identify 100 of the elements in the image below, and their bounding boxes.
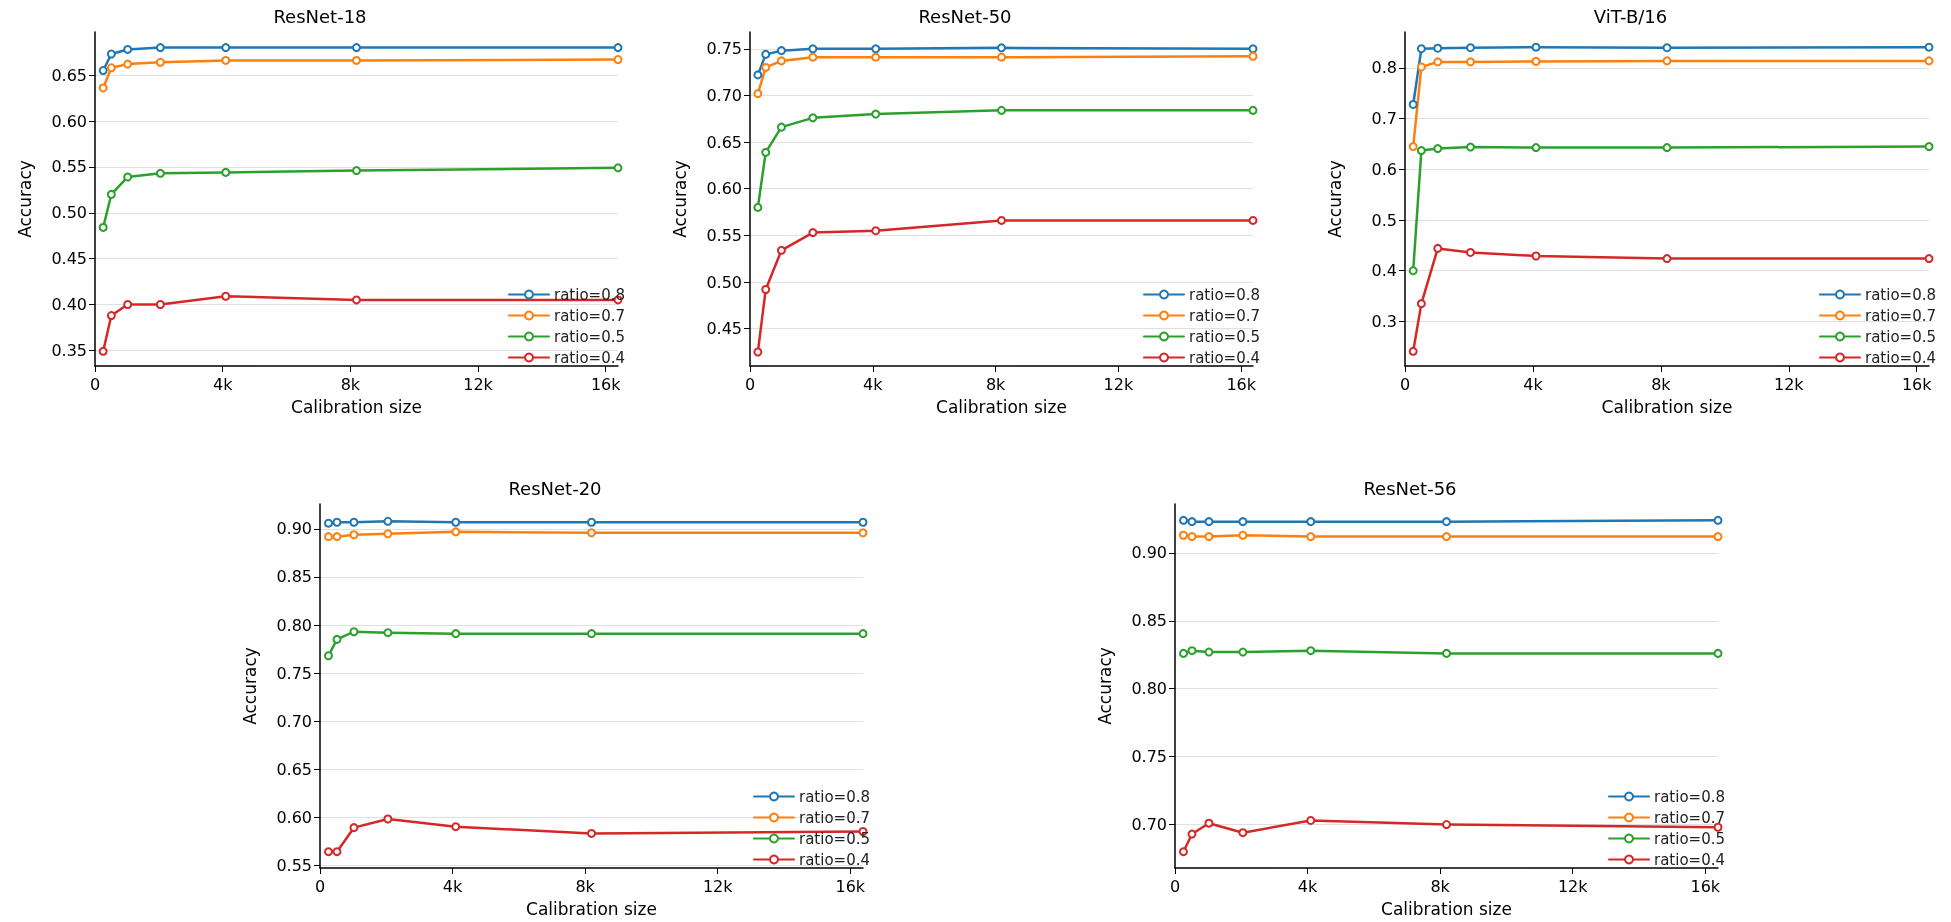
point	[1248, 51, 1258, 61]
y-axis-title: Accuracy	[1324, 160, 1345, 238]
point	[352, 43, 361, 53]
point	[332, 634, 342, 644]
point	[858, 629, 868, 639]
legend-label: ratio=0.4	[1864, 348, 1937, 367]
point	[1924, 254, 1934, 264]
point	[1416, 299, 1426, 309]
point	[123, 59, 133, 69]
point	[753, 347, 763, 357]
x-tick-label: 4k	[1523, 374, 1544, 394]
legend-label: ratio=0.5	[1188, 327, 1261, 346]
point	[587, 528, 596, 538]
y-tick-label: 0.3	[1371, 311, 1397, 331]
legend-label: ratio=0.5	[553, 327, 626, 346]
point	[1416, 146, 1426, 156]
y-tick-label: 0.75	[706, 39, 742, 59]
point	[753, 89, 763, 99]
point	[155, 168, 165, 178]
y-tick-label: 0.70	[276, 711, 312, 731]
x-axis-title: Calibration size	[1601, 396, 1733, 417]
point	[997, 215, 1006, 225]
x-tick-label: 12k	[1773, 374, 1805, 394]
chart-title: ResNet-18	[273, 5, 367, 27]
point	[1408, 142, 1418, 152]
point	[1187, 517, 1197, 527]
point	[1466, 57, 1475, 67]
point	[1238, 647, 1248, 657]
point	[1713, 532, 1723, 542]
point	[352, 166, 361, 176]
point	[383, 814, 393, 824]
point	[1442, 820, 1451, 830]
point	[761, 49, 771, 59]
y-tick-label: 0.80	[276, 615, 312, 635]
y-tick-label: 0.50	[51, 203, 87, 223]
x-tick-label: 4k	[442, 876, 464, 896]
y-tick-label: 0.85	[1131, 611, 1167, 631]
chart-title: ResNet-20	[508, 477, 602, 499]
point	[997, 43, 1006, 53]
point	[451, 527, 461, 537]
point	[808, 44, 818, 54]
point	[1442, 648, 1451, 658]
point	[352, 295, 361, 305]
point	[753, 202, 763, 212]
point	[1442, 517, 1451, 527]
x-tick-label: 8k	[575, 876, 596, 896]
point	[1408, 346, 1418, 356]
x-tick-label: 0	[1399, 374, 1411, 394]
y-tick-label: 0.8	[1371, 58, 1397, 78]
point	[332, 532, 342, 542]
x-tick-label: 4k	[212, 374, 234, 394]
point	[1433, 57, 1443, 67]
x-tick-label: 4k	[863, 374, 884, 394]
legend-label: ratio=0.7	[1188, 306, 1261, 325]
point	[1416, 62, 1426, 72]
y-tick-label: 0.45	[706, 319, 742, 339]
point	[323, 518, 333, 528]
point	[1713, 515, 1723, 525]
legend-label: ratio=0.4	[553, 348, 626, 367]
point	[808, 228, 818, 238]
point	[98, 222, 108, 232]
point	[106, 49, 116, 59]
point	[753, 70, 763, 80]
point	[451, 822, 461, 832]
point	[1433, 43, 1443, 53]
point	[1187, 532, 1197, 542]
y-axis-title: Accuracy	[14, 160, 35, 238]
y-tick-label: 0.6	[1371, 159, 1397, 179]
point	[776, 56, 786, 66]
point	[1662, 254, 1672, 264]
point	[106, 63, 116, 73]
point	[1306, 815, 1316, 825]
point	[1662, 56, 1672, 66]
x-axis-title: Calibration size	[526, 898, 657, 919]
point	[323, 651, 333, 661]
x-tick-label: 16k	[1226, 374, 1257, 394]
x-tick-label: 4k	[1297, 876, 1319, 896]
x-tick-label: 16k	[835, 876, 866, 896]
point	[1178, 530, 1188, 540]
x-tick-label: 12k	[702, 876, 734, 896]
y-tick-label: 0.60	[706, 179, 742, 199]
point	[1178, 515, 1188, 525]
x-tick-label: 0	[744, 374, 756, 394]
point	[1924, 142, 1934, 152]
y-tick-label: 0.75	[1131, 747, 1167, 767]
legend-label: ratio=0.5	[1864, 327, 1937, 346]
point	[451, 517, 461, 527]
point	[1178, 648, 1188, 658]
legend-label: ratio=0.4	[1653, 850, 1726, 869]
point	[1531, 42, 1541, 52]
point	[155, 300, 165, 310]
x-tick-label: 0	[1169, 876, 1181, 896]
legend-label: ratio=0.5	[1653, 829, 1726, 848]
point	[1713, 648, 1723, 658]
y-tick-label: 0.4	[1371, 261, 1397, 281]
point	[221, 43, 231, 53]
point	[1531, 56, 1541, 66]
point	[613, 43, 623, 53]
point	[776, 122, 786, 132]
point	[1713, 822, 1723, 832]
